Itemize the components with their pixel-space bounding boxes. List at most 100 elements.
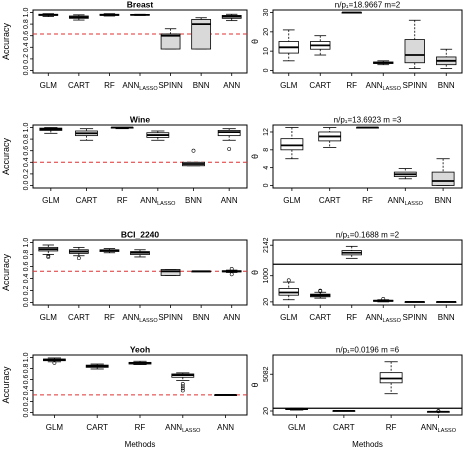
x-tick-label: GLM: [40, 81, 58, 90]
box-glm: [278, 29, 299, 62]
panel-title: n/p₁=18.9667 m=2: [335, 1, 401, 10]
panel-1: Breast Accuracy 0.0 0.2 0.40.6 0.81.0 GLM CART R…: [1, 0, 248, 92]
x-tick-label: BNN: [185, 196, 202, 205]
box-glm: [280, 127, 304, 160]
box-ann-lasso: [130, 13, 150, 16]
box-body: [160, 269, 181, 276]
x-tick-label: CART: [319, 196, 341, 205]
panel-7: Yeoh Accuracy 0.00.20.40.6 0.81.0 GLM CART RF A…: [1, 345, 248, 449]
box-body: [431, 171, 455, 186]
box-glm: [38, 13, 59, 17]
x-tick-label: RF: [346, 81, 357, 90]
box-glm: [278, 278, 299, 301]
box-bnn: [431, 158, 455, 186]
x-tick-label: GLM: [283, 196, 301, 205]
x-tick-label: RF: [135, 423, 146, 432]
box-cart: [310, 288, 331, 299]
x-tick-label: BNN: [193, 313, 210, 322]
outlier-point: [180, 384, 185, 389]
x-tick-label: CART: [76, 196, 98, 205]
panel-8: n/p₁=0.0196 m =6 θ 20 5082 GLM CART RF ANNLASSO…: [250, 346, 463, 449]
y-axis-label: Accuracy: [1, 253, 11, 291]
y-tick-label: 1.0: [23, 352, 30, 362]
y-tick-label: 0.4: [23, 386, 30, 396]
x-tick-label: CART: [86, 423, 108, 432]
x-tick-label: RF: [386, 423, 397, 432]
box-rf: [341, 11, 362, 14]
y-tick-label: 0.0: [23, 66, 30, 76]
y-tick-label: 0.4: [23, 274, 30, 284]
y-tick-label: 0.2: [23, 285, 30, 295]
x-tick-label: ANN: [223, 81, 240, 90]
panel-title: n/p₁=13.6923 m =3: [334, 116, 402, 125]
panel-title: Wine: [130, 115, 151, 125]
box-rf: [379, 361, 403, 395]
y-axis-label: θ: [250, 154, 260, 159]
x-tick-label: ANNLASSO: [366, 81, 402, 92]
box-cart: [332, 409, 356, 412]
box-body: [191, 19, 212, 50]
x-tick-label: SPINN: [403, 313, 428, 322]
x-tick-label: SPINN: [158, 81, 183, 90]
y-axis-label: Accuracy: [1, 22, 11, 60]
box-bnn: [191, 17, 212, 50]
x-tick-label: SPINN: [403, 81, 428, 90]
box-cart: [68, 246, 89, 261]
panel-title: n/p₁=0.1688 m =2: [336, 231, 400, 240]
y-tick-label: 0.8: [23, 134, 30, 144]
x-tick-label: BNN: [193, 81, 210, 90]
x-tick-label: BNN: [438, 313, 455, 322]
box-bnn: [436, 48, 457, 69]
box-cart: [75, 128, 98, 141]
y-tick-label: 0.8: [23, 19, 30, 29]
x-axis-label: Methods: [352, 440, 383, 449]
y-tick-label: 0.8: [23, 250, 30, 260]
y-tick-label: 1.0: [23, 8, 30, 18]
x-tick-label: CART: [333, 423, 355, 432]
x-tick-label: RF: [104, 313, 115, 322]
x-tick-label: CART: [68, 313, 90, 322]
box-ann-lasso: [171, 372, 195, 393]
y-tick-label: 0.2: [23, 169, 30, 179]
y-axis-label: θ: [250, 270, 260, 275]
box-rf: [128, 360, 152, 365]
y-tick-label: 20: [263, 407, 270, 415]
box-spinn: [404, 300, 425, 303]
outlier-point: [191, 148, 196, 153]
y-axis-label: θ: [250, 39, 260, 44]
box-ann: [214, 394, 238, 396]
x-tick-label: RF: [362, 196, 373, 205]
y-tick-label: 0.2: [23, 397, 30, 407]
y-tick-label: 0.4: [23, 157, 30, 167]
y-tick-label: 0.4: [23, 42, 30, 52]
y-tick-label: 0.0: [23, 297, 30, 307]
box-cart: [310, 35, 331, 56]
box-glm: [38, 244, 59, 259]
box-body: [280, 138, 304, 151]
y-tick-label: 0.6: [23, 375, 30, 385]
panel-title: Yeoh: [130, 345, 150, 355]
x-tick-label: ANN: [217, 423, 234, 432]
y-tick-label: 0.0: [23, 181, 30, 191]
box-ann-lasso: [373, 60, 394, 66]
box-body: [404, 39, 425, 64]
plot-frame: [272, 9, 463, 74]
panel-5: BCI_2240 Accuracy 0.0 0.20.4 0.6 0.8 1.0 GLM CAR…: [1, 230, 248, 324]
box-ann-lasso: [130, 249, 150, 258]
x-tick-label: SPINN: [158, 313, 183, 322]
y-tick-label: 5082: [263, 366, 270, 382]
outlier-point: [52, 361, 57, 365]
x-tick-label: ANN: [221, 196, 238, 205]
box-spinn: [404, 19, 425, 69]
y-tick-label: 30: [263, 9, 270, 17]
outlier-point: [46, 255, 51, 259]
outlier-point: [436, 409, 441, 413]
box-cart: [318, 127, 342, 148]
y-axis-label: Accuracy: [1, 366, 11, 404]
box-bnn: [436, 300, 457, 303]
x-tick-label: ANN: [223, 313, 240, 322]
box-cart: [68, 14, 89, 21]
panel-title: n/p₁=0.0196 m =6: [336, 346, 400, 355]
panel-title: Breast: [127, 0, 154, 10]
